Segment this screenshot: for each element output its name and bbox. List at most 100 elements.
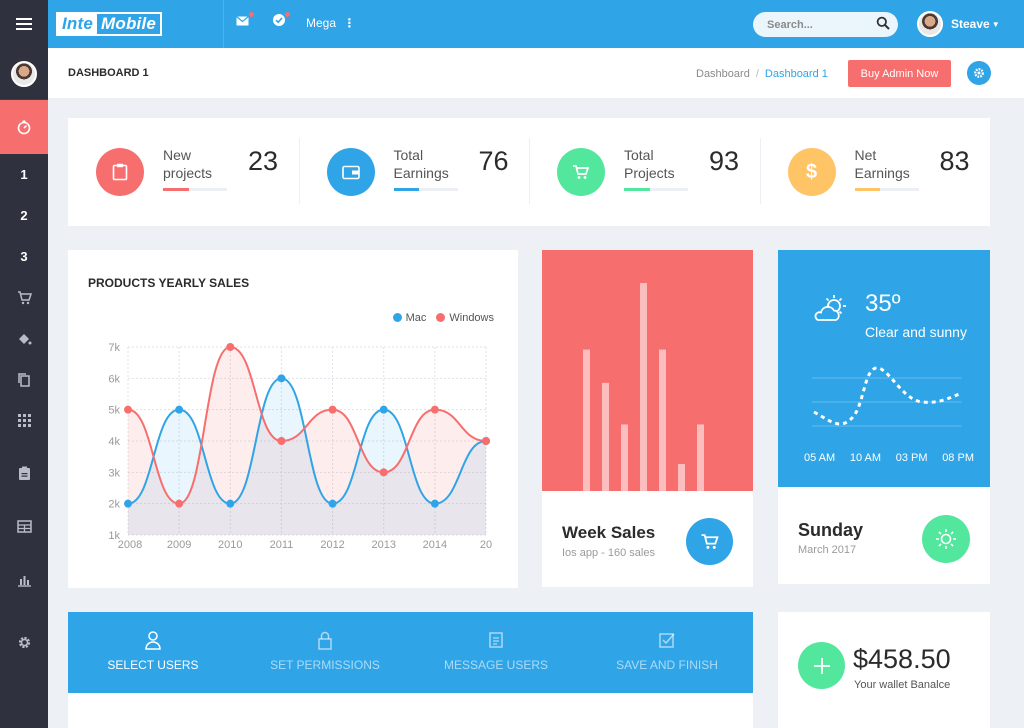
clipboard-icon xyxy=(112,163,128,181)
wizard-step-set-permissions[interactable]: SET PERMISSIONS xyxy=(240,630,410,672)
wizard-step-label: SET PERMISSIONS xyxy=(270,658,380,672)
tasks-button[interactable] xyxy=(273,12,290,29)
sidebar-item-settings[interactable] xyxy=(0,622,48,663)
stat-progress-fill xyxy=(624,188,650,191)
week-sales-bars xyxy=(583,283,704,491)
sidebar-item-paint[interactable] xyxy=(0,318,48,359)
week-sales-chart xyxy=(542,250,753,491)
wizard-step-label: SELECT USERS xyxy=(107,658,199,672)
legend-item-mac[interactable]: Mac xyxy=(392,312,427,324)
data-point-windows xyxy=(430,405,439,414)
wizard-step-message-users[interactable]: MESSAGE USERS xyxy=(411,630,581,672)
stat-total-projects: Total Projects 93 xyxy=(529,118,760,226)
weather-date: March 2017 xyxy=(798,544,857,556)
stat-value: 93 xyxy=(709,146,740,176)
y-tick-label: 3k xyxy=(108,467,120,479)
legend-label: Windows xyxy=(449,312,494,324)
stats-row: New projects 23 Total Earnings 76 Total … xyxy=(68,118,990,226)
wallet-icon xyxy=(341,165,360,179)
cart-icon xyxy=(701,534,719,549)
data-point-mac xyxy=(379,405,388,414)
menu-toggle-button[interactable] xyxy=(0,0,48,48)
data-point-mac xyxy=(328,499,337,508)
wizard-step-select-users[interactable]: SELECT USERS xyxy=(68,630,238,672)
logo-part1: Inte xyxy=(58,14,98,34)
stat-progress xyxy=(163,188,227,191)
wallet-label: Your wallet Banalce xyxy=(854,679,951,691)
stat-label: Total Projects xyxy=(624,147,675,181)
sidebar: 1 2 3 xyxy=(0,0,48,728)
sidebar-item-charts[interactable] xyxy=(0,559,48,600)
partly-cloudy-icon xyxy=(814,295,846,321)
copy-icon xyxy=(18,373,30,387)
week-sales-bar xyxy=(621,424,628,491)
settings-button[interactable] xyxy=(967,61,991,85)
week-sales-bar xyxy=(640,283,647,491)
weather-day: Sunday xyxy=(798,520,864,540)
legend-label: Mac xyxy=(405,312,427,324)
wizard-step-save-finish[interactable]: SAVE AND FINISH xyxy=(582,630,752,672)
stat-icon-circle xyxy=(326,148,375,196)
weather-temperature: 35º xyxy=(865,290,901,317)
stat-new-projects: New projects 23 xyxy=(68,118,299,226)
y-tick-label: 6k xyxy=(108,373,120,385)
buy-admin-button[interactable]: Buy Admin Now xyxy=(848,60,951,87)
weather-sun-button[interactable] xyxy=(922,515,970,563)
sidebar-item-1[interactable]: 1 xyxy=(0,154,48,195)
sidebar-item-label: 1 xyxy=(20,167,28,182)
stat-progress-fill xyxy=(163,188,189,191)
add-funds-button[interactable] xyxy=(798,642,845,689)
sidebar-item-copy[interactable] xyxy=(0,359,48,400)
page-header: DASHBOARD 1 Dashboard / Dashboard 1 Buy Ad… xyxy=(48,48,1024,98)
weather-time: 10 AM xyxy=(849,452,882,464)
breadcrumb-current: Dashboard 1 xyxy=(764,68,828,80)
sidebar-item-dashboard[interactable] xyxy=(0,100,48,154)
sidebar-item-3[interactable]: 3 xyxy=(0,236,48,277)
legend-item-windows[interactable]: Windows xyxy=(436,312,494,324)
stat-progress xyxy=(854,188,919,191)
user-menu[interactable]: Steave ▼ xyxy=(917,11,1000,37)
data-point-mac xyxy=(175,405,184,414)
breadcrumb-home[interactable]: Dashboard xyxy=(696,68,750,80)
data-point-windows xyxy=(226,343,235,351)
search-icon[interactable] xyxy=(876,16,890,30)
data-point-mac xyxy=(430,499,439,508)
week-sales-bar xyxy=(678,463,685,491)
gear-icon xyxy=(974,68,984,78)
wallet-card: $458.50 Your wallet Banalce xyxy=(778,612,990,728)
y-tick-label: 2k xyxy=(108,499,120,511)
mega-menu-button[interactable]: Mega ⋮ xyxy=(306,16,355,30)
data-point-windows xyxy=(328,405,337,414)
y-tick-label: 7k xyxy=(108,342,120,354)
week-sales-cart-button[interactable] xyxy=(686,518,733,565)
topbar-divider xyxy=(223,0,224,48)
sidebar-item-table[interactable] xyxy=(0,506,48,547)
data-point-windows xyxy=(379,468,388,477)
sidebar-item-clipboard[interactable] xyxy=(0,453,48,494)
mail-icon xyxy=(236,16,249,26)
x-tick-label: 2009 xyxy=(167,539,191,551)
week-sales-title: Week Sales xyxy=(562,523,656,542)
week-sales-bar xyxy=(697,424,704,491)
topbar: Inte Mobile Mega ⋮ Steave ▼ xyxy=(48,0,1024,48)
weather-time: 03 PM xyxy=(895,452,928,464)
sidebar-item-2[interactable]: 2 xyxy=(0,195,48,236)
series-line-mac xyxy=(127,377,487,505)
mail-button[interactable] xyxy=(236,12,254,29)
stat-label: Total Earnings xyxy=(393,147,449,181)
week-sales-footer: Week Sales Ios app - 160 sales xyxy=(542,491,753,587)
stat-progress xyxy=(624,188,688,191)
weather-times: 05 AM 10 AM 03 PM 08 PM xyxy=(804,452,974,464)
logo[interactable]: Inte Mobile xyxy=(56,12,163,36)
sidebar-item-apps[interactable] xyxy=(0,400,48,441)
check-circle-icon xyxy=(273,14,285,26)
sidebar-item-cart[interactable] xyxy=(0,277,48,318)
gear-icon xyxy=(18,636,30,649)
yearly-sales-card: 7k 6k 5k 4k 3k 2k 1k 2008 2009 2010 2011 2012 2013 20… xyxy=(68,250,518,588)
sidebar-avatar[interactable] xyxy=(0,48,48,100)
stat-value: 23 xyxy=(248,146,279,176)
data-point-windows xyxy=(277,437,286,445)
bar-chart-icon xyxy=(17,575,31,587)
search-input[interactable] xyxy=(753,12,898,37)
y-tick-label: 4k xyxy=(108,436,120,448)
